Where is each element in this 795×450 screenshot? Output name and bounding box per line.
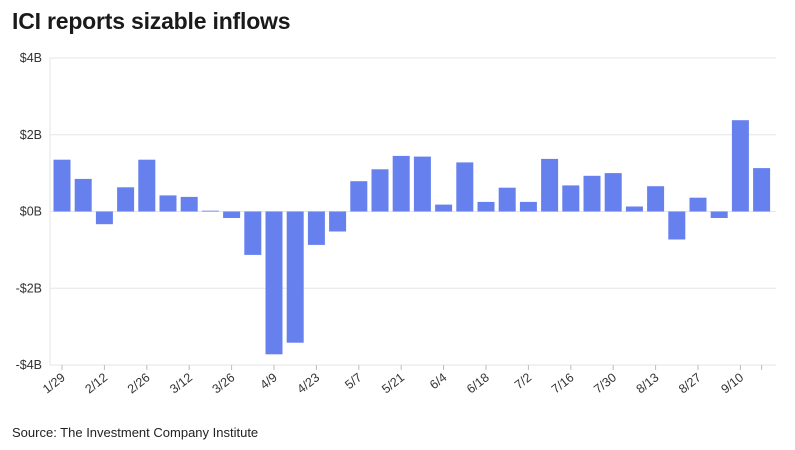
bar — [435, 204, 453, 212]
bar — [456, 162, 474, 212]
bar — [95, 211, 113, 225]
bar — [753, 168, 771, 212]
bar — [180, 196, 198, 212]
x-tick-label: 6/18 — [464, 370, 492, 396]
bar — [350, 181, 368, 212]
x-tick-label: 2/12 — [82, 370, 110, 396]
bar — [731, 120, 749, 212]
bar — [413, 156, 431, 212]
bar — [74, 178, 92, 212]
bar — [541, 158, 559, 212]
bar — [519, 201, 537, 212]
bar — [307, 211, 325, 245]
bar — [244, 211, 262, 255]
x-tick-label: 7/16 — [549, 370, 577, 396]
bar — [223, 211, 241, 218]
gridlines — [49, 57, 776, 366]
bar — [498, 187, 516, 212]
bar — [710, 211, 728, 218]
x-tick-label: 8/13 — [634, 370, 662, 396]
y-tick-label: -$4B — [16, 358, 42, 372]
y-tick-label: $2B — [20, 128, 42, 142]
bar — [647, 186, 665, 212]
bar — [604, 173, 622, 212]
x-tick-label: 7/2 — [512, 370, 534, 392]
bar — [689, 197, 707, 212]
source-note: Source: The Investment Company Institute — [12, 425, 259, 440]
x-tick-label: 8/27 — [676, 370, 704, 396]
x-tick-label: 2/26 — [125, 370, 153, 396]
bar — [159, 195, 177, 212]
bar — [265, 211, 283, 355]
x-tick-label: 3/26 — [210, 370, 238, 396]
x-tick-label: 6/4 — [427, 370, 449, 392]
bar — [286, 211, 304, 343]
bar — [625, 206, 643, 212]
x-tick-label: 5/7 — [342, 370, 364, 392]
bar — [562, 185, 580, 212]
x-axis-ticks: 1/29 2/12 2/26 3/12 3/26 4/9 4/23 5/7 5/21 6/4 6/1… — [40, 365, 763, 396]
y-tick-label: $0B — [20, 205, 42, 219]
bar — [392, 155, 410, 212]
x-tick-label: 7/30 — [591, 370, 619, 396]
y-tick-label: $4B — [20, 51, 42, 65]
y-tick-label: -$2B — [16, 281, 42, 295]
bar — [117, 187, 135, 212]
x-tick-label: 1/29 — [40, 370, 68, 396]
x-tick-label: 9/10 — [718, 370, 746, 396]
x-tick-label: 4/23 — [294, 370, 322, 396]
bar — [477, 201, 495, 212]
y-axis-ticks: $4B $2B $0B -$2B -$4B — [16, 51, 42, 372]
bar — [583, 175, 601, 212]
x-tick-label: 5/21 — [379, 370, 407, 396]
bar — [53, 159, 71, 212]
bar — [668, 211, 686, 240]
bar — [138, 159, 156, 212]
bar — [201, 210, 219, 212]
chart-title: ICI reports sizable inflows — [12, 8, 291, 34]
bars — [53, 120, 771, 355]
x-tick-label: 3/12 — [167, 370, 195, 396]
bar — [329, 211, 347, 232]
bar — [371, 169, 389, 212]
x-tick-label: 4/9 — [258, 370, 280, 392]
